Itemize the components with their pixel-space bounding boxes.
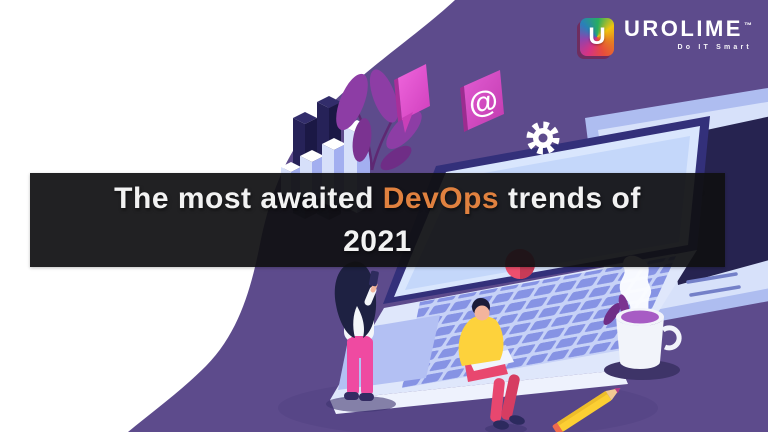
- gear-icon: [526, 121, 560, 155]
- laptop-front-edge: [330, 370, 628, 414]
- pencil-icon: [552, 387, 621, 432]
- brand-name: UROLIME™: [624, 16, 752, 41]
- logo-tagline: Do IT Smart: [677, 44, 752, 51]
- plant-icon: [336, 69, 422, 171]
- logo-icon: U: [580, 18, 614, 56]
- at-glyph: @: [466, 84, 501, 122]
- logo-icon-letter: U: [588, 23, 606, 50]
- headline-line2: 2021: [343, 224, 412, 258]
- steam: [619, 255, 652, 320]
- headline-banner: The most awaited DevOps trends of 2021: [30, 173, 725, 267]
- coffee-mug-icon: [603, 255, 682, 380]
- logo: U UROLIME™ Do IT Smart: [580, 18, 752, 56]
- headline-text-after: trends of: [507, 181, 641, 215]
- headline-text-before: The most awaited: [114, 181, 374, 215]
- logo-text: UROLIME™ Do IT Smart: [624, 16, 752, 52]
- at-icon: @: [460, 70, 504, 132]
- woman-hair: [334, 261, 377, 338]
- phone-icon: [368, 270, 379, 287]
- man-figure: [458, 298, 527, 432]
- trademark-symbol: ™: [743, 20, 752, 30]
- speech-bubble-icon: [394, 64, 430, 133]
- headline-line1: The most awaited DevOps trends of: [114, 181, 641, 217]
- woman-figure: [326, 261, 396, 412]
- headline-highlight: DevOps: [382, 181, 500, 215]
